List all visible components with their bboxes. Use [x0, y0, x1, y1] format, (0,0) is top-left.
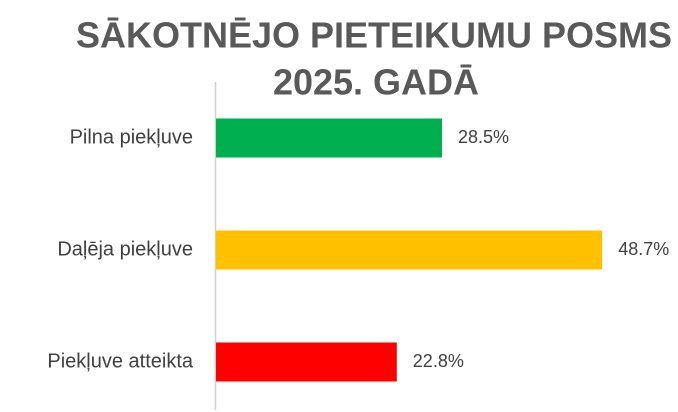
- value-label: 48.7%: [618, 239, 669, 259]
- bar: [216, 230, 603, 270]
- category-label: Piekļuve atteikta: [47, 350, 194, 372]
- value-label: 28.5%: [458, 127, 509, 147]
- category-label: Pilna piekļuve: [70, 126, 193, 148]
- chart-title: 2025. GADĀ: [273, 62, 479, 103]
- category-label: Daļēja piekļuve: [57, 238, 193, 260]
- bar: [216, 342, 397, 382]
- value-label: 22.8%: [413, 351, 464, 371]
- bar: [216, 118, 443, 158]
- chart-title: SĀKOTNĒJO PIETEIKUMU POSMS: [76, 15, 672, 56]
